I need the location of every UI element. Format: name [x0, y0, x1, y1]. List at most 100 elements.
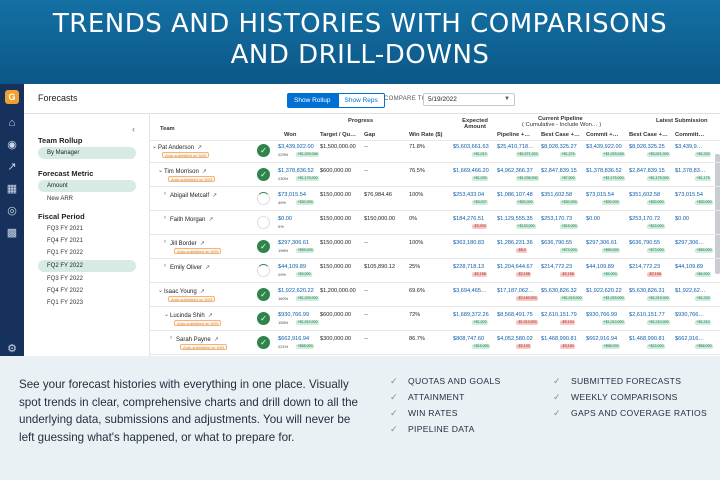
expected-amount[interactable]: $3,694,465…	[453, 288, 487, 294]
expand-chevron-icon[interactable]: ⌄	[158, 168, 164, 174]
col-pipeline[interactable]: Pipeline +…	[497, 132, 531, 138]
collapsed-chevron-icon[interactable]: ›	[164, 215, 166, 221]
commit-value[interactable]: $73,015.54	[586, 192, 614, 198]
open-record-icon[interactable]: ↗	[212, 193, 218, 199]
expected-amount[interactable]: $253,433.04	[453, 192, 485, 198]
open-record-icon[interactable]: ↗	[205, 265, 211, 271]
expand-chevron-icon[interactable]: ⌄	[152, 144, 158, 150]
open-record-icon[interactable]: ↗	[199, 241, 205, 247]
pipeline-value[interactable]: $1,129,555.35	[497, 216, 533, 222]
member-name-text[interactable]: Emily Oliver	[170, 265, 203, 271]
open-record-icon[interactable]: ↗	[199, 289, 205, 295]
pipeline-value[interactable]: $17,187,062…	[497, 288, 534, 294]
latest-best-case-value[interactable]: $253,170.72	[629, 216, 661, 222]
vertical-scrollbar[interactable]	[715, 154, 720, 274]
member-name-text[interactable]: Tim Morrison	[164, 169, 199, 175]
latest-best-case-value[interactable]: $8,928,325.25	[629, 144, 665, 150]
team-member-name[interactable]: Faith Morgan ↗	[170, 216, 213, 223]
period-option[interactable]: FQ3 FY 2021	[47, 226, 83, 232]
show-rollup-button[interactable]: Show Rollup	[287, 93, 338, 108]
binoculars-icon[interactable]: ◉	[7, 139, 17, 151]
latest-best-case-value[interactable]: $214,772.23	[629, 264, 661, 270]
col-latest-best-case[interactable]: Best Case +…	[629, 132, 668, 138]
compare-date-select[interactable]: 5/19/2022 ▼	[423, 93, 515, 106]
expected-amount[interactable]: $808,747.60	[453, 336, 485, 342]
expected-amount[interactable]: $228,718.13	[453, 264, 485, 270]
latest-best-case-value[interactable]: $5,630,826.31	[629, 288, 665, 294]
expected-amount[interactable]: $1,669,466.20	[453, 168, 489, 174]
collapsed-chevron-icon[interactable]: ›	[164, 263, 166, 269]
won-value[interactable]: $0.00	[278, 216, 292, 222]
team-member-name[interactable]: Tim Morrison ↗	[164, 168, 207, 175]
best-case-value[interactable]: $2,610,151.79	[541, 312, 577, 318]
open-record-icon[interactable]: ↗	[207, 313, 213, 319]
period-option[interactable]: FQ1 FY 2022	[47, 250, 83, 256]
app-logo[interactable]: G	[5, 90, 19, 104]
period-option[interactable]: FQ4 FY 2022	[47, 288, 83, 294]
pipeline-value[interactable]: $4,052,580.02	[497, 336, 533, 342]
expected-amount[interactable]: $5,603,661.63	[453, 144, 489, 150]
team-member-name[interactable]: Isaac Young ↗	[164, 288, 205, 295]
trend-icon[interactable]: ↗	[7, 161, 17, 173]
commit-value[interactable]: $1,922,620.22	[586, 288, 622, 294]
member-name-text[interactable]: Lucinda Shih	[170, 313, 205, 319]
best-case-value[interactable]: $351,602.58	[541, 192, 573, 198]
won-value[interactable]: $44,109.89	[278, 264, 306, 270]
won-value[interactable]: $297,306.61	[278, 240, 310, 246]
period-option[interactable]: FQ3 FY 2022	[47, 276, 83, 282]
won-value[interactable]: $1,378,836.52	[278, 168, 314, 174]
best-case-value[interactable]: $636,790.55	[541, 240, 573, 246]
commit-value[interactable]: $0.00	[586, 216, 600, 222]
best-case-value[interactable]: $253,170.73	[541, 216, 573, 222]
bank-icon[interactable]: ▦	[6, 183, 18, 195]
team-member-name[interactable]: Jill Border ↗	[170, 240, 205, 247]
team-member-name[interactable]: Lucinda Shih ↗	[170, 312, 213, 319]
latest-commit-value[interactable]: $73,015.54	[675, 192, 703, 198]
pipeline-value[interactable]: $8,568,491.75	[497, 312, 533, 318]
open-record-icon[interactable]: ↗	[197, 145, 203, 151]
commit-value[interactable]: $930,766.99	[586, 312, 618, 318]
team-member-name[interactable]: Emily Oliver ↗	[170, 264, 210, 271]
col-target[interactable]: Target / Qu…	[320, 132, 356, 138]
collapsed-chevron-icon[interactable]: ›	[164, 191, 166, 197]
expected-amount[interactable]: $184,276.51	[453, 216, 485, 222]
metric-option-amount[interactable]: Amount	[38, 180, 136, 192]
collapsed-chevron-icon[interactable]: ›	[164, 239, 166, 245]
calendar-icon[interactable]: ▩	[6, 227, 18, 239]
commit-value[interactable]: $44,109.89	[586, 264, 614, 270]
best-case-value[interactable]: $2,847,839.15	[541, 168, 577, 174]
best-case-value[interactable]: $1,468,990.81	[541, 336, 577, 342]
collapsed-chevron-icon[interactable]: ›	[170, 335, 172, 341]
best-case-value[interactable]: $8,928,325.27	[541, 144, 577, 150]
best-case-value[interactable]: $214,772.23	[541, 264, 573, 270]
latest-commit-value[interactable]: $44,109.89	[675, 264, 703, 270]
commit-value[interactable]: $662,916.94	[586, 336, 618, 342]
latest-best-case-value[interactable]: $351,602.58	[629, 192, 661, 198]
commit-value[interactable]: $3,439,922.00	[586, 144, 622, 150]
open-record-icon[interactable]: ↗	[213, 337, 219, 343]
latest-commit-value[interactable]: $297,306…	[675, 240, 704, 246]
col-latest-commit[interactable]: Committ…	[675, 132, 705, 138]
member-name-text[interactable]: Pat Anderson	[158, 145, 195, 151]
latest-commit-value[interactable]: $0.00	[675, 216, 689, 222]
rollup-option-by-manager[interactable]: By Manager	[38, 147, 136, 159]
collapse-panel-icon[interactable]: ‹	[132, 124, 135, 134]
period-option-selected[interactable]: FQ2 FY 2022	[38, 260, 136, 272]
expand-chevron-icon[interactable]: ⌄	[164, 312, 170, 318]
open-record-icon[interactable]: ↗	[201, 169, 207, 175]
won-value[interactable]: $1,922,620.22	[278, 288, 314, 294]
home-icon[interactable]: ⌂	[8, 117, 16, 129]
commit-value[interactable]: $297,306.61	[586, 240, 618, 246]
member-name-text[interactable]: Sarah Payne	[176, 337, 211, 343]
expand-chevron-icon[interactable]: ⌄	[158, 288, 164, 294]
pipeline-value[interactable]: $1,086,107.48	[497, 192, 533, 198]
latest-commit-value[interactable]: $662,916…	[675, 336, 704, 342]
latest-best-case-value[interactable]: $2,610,151.77	[629, 312, 665, 318]
latest-commit-value[interactable]: $930,766…	[675, 312, 704, 318]
pipeline-value[interactable]: $4,962,366.37	[497, 168, 533, 174]
member-name-text[interactable]: Jill Border	[170, 241, 197, 247]
won-value[interactable]: $73,015.54	[278, 192, 306, 198]
show-reps-button[interactable]: Show Reps	[337, 93, 385, 108]
latest-commit-value[interactable]: $3,439,9…	[675, 144, 703, 150]
team-member-name[interactable]: Sarah Payne ↗	[176, 336, 219, 343]
